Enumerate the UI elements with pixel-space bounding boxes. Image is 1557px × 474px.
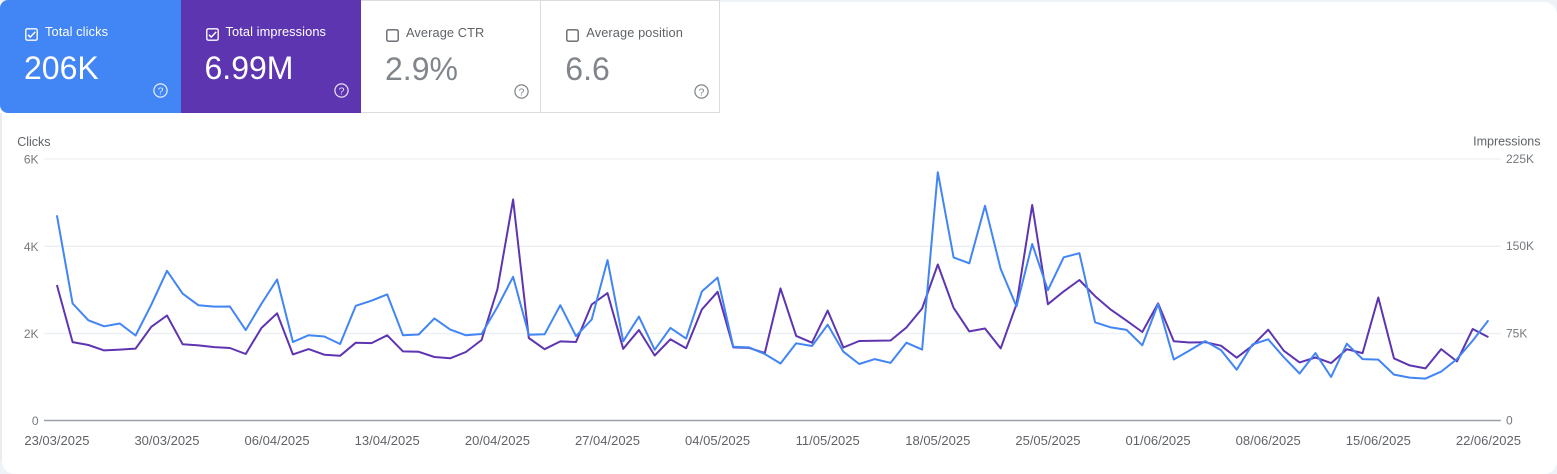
svg-text:Impressions: Impressions bbox=[1473, 134, 1540, 148]
svg-text:18/05/2025: 18/05/2025 bbox=[905, 433, 970, 448]
svg-text:01/06/2025: 01/06/2025 bbox=[1126, 433, 1191, 448]
svg-text:08/06/2025: 08/06/2025 bbox=[1236, 433, 1301, 448]
svg-text:27/04/2025: 27/04/2025 bbox=[575, 433, 640, 448]
svg-text:2K: 2K bbox=[24, 327, 39, 341]
svg-text:?: ? bbox=[699, 87, 705, 99]
svg-text:4K: 4K bbox=[24, 240, 39, 254]
svg-text:22/06/2025: 22/06/2025 bbox=[1456, 433, 1521, 448]
svg-text:0: 0 bbox=[1506, 413, 1513, 427]
svg-text:?: ? bbox=[158, 86, 164, 98]
svg-text:23/03/2025: 23/03/2025 bbox=[24, 433, 89, 448]
svg-text:?: ? bbox=[519, 87, 525, 99]
svg-text:?: ? bbox=[338, 86, 344, 98]
svg-text:225K: 225K bbox=[1506, 152, 1534, 166]
svg-text:13/04/2025: 13/04/2025 bbox=[355, 433, 420, 448]
svg-text:Clicks: Clicks bbox=[17, 135, 50, 149]
svg-text:15/06/2025: 15/06/2025 bbox=[1346, 433, 1411, 448]
svg-text:20/04/2025: 20/04/2025 bbox=[465, 433, 530, 448]
svg-text:0: 0 bbox=[32, 414, 39, 428]
svg-text:30/03/2025: 30/03/2025 bbox=[134, 433, 199, 448]
svg-text:06/04/2025: 06/04/2025 bbox=[245, 433, 310, 448]
svg-text:75K: 75K bbox=[1506, 326, 1527, 340]
svg-text:150K: 150K bbox=[1506, 239, 1534, 253]
svg-text:11/05/2025: 11/05/2025 bbox=[796, 433, 860, 448]
svg-text:04/05/2025: 04/05/2025 bbox=[685, 433, 750, 448]
svg-text:6K: 6K bbox=[24, 153, 39, 167]
svg-text:25/05/2025: 25/05/2025 bbox=[1015, 433, 1080, 448]
